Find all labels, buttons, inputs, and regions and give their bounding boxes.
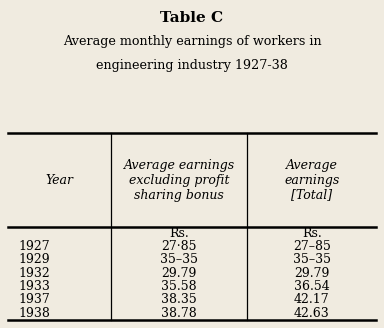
Text: 38.35: 38.35 bbox=[161, 294, 197, 306]
Text: Table C: Table C bbox=[161, 11, 223, 25]
Text: 29.79: 29.79 bbox=[294, 267, 329, 280]
Text: engineering industry 1927-38: engineering industry 1927-38 bbox=[96, 59, 288, 72]
Text: 29.79: 29.79 bbox=[161, 267, 197, 280]
Text: Year: Year bbox=[45, 174, 73, 187]
Text: 35–35: 35–35 bbox=[293, 254, 331, 266]
Text: 36.54: 36.54 bbox=[294, 280, 330, 293]
Text: Average
earnings
[Total]: Average earnings [Total] bbox=[284, 158, 339, 202]
Text: Average monthly earnings of workers in: Average monthly earnings of workers in bbox=[63, 35, 321, 49]
Text: 1927: 1927 bbox=[19, 240, 50, 253]
Text: 35.58: 35.58 bbox=[161, 280, 197, 293]
Text: 1929: 1929 bbox=[19, 254, 50, 266]
Text: Rs.: Rs. bbox=[302, 227, 322, 240]
Text: 42.17: 42.17 bbox=[294, 294, 329, 306]
Text: 38.78: 38.78 bbox=[161, 307, 197, 320]
Text: 42.63: 42.63 bbox=[294, 307, 330, 320]
Text: Average earnings
excluding profit
sharing bonus: Average earnings excluding profit sharin… bbox=[124, 158, 235, 202]
Text: 1932: 1932 bbox=[19, 267, 50, 280]
Text: 1933: 1933 bbox=[19, 280, 51, 293]
Text: 1937: 1937 bbox=[19, 294, 50, 306]
Text: 27–85: 27–85 bbox=[293, 240, 331, 253]
Text: Rs.: Rs. bbox=[169, 227, 189, 240]
Text: 35–35: 35–35 bbox=[160, 254, 198, 266]
Text: 27·85: 27·85 bbox=[161, 240, 197, 253]
Text: 1938: 1938 bbox=[19, 307, 51, 320]
